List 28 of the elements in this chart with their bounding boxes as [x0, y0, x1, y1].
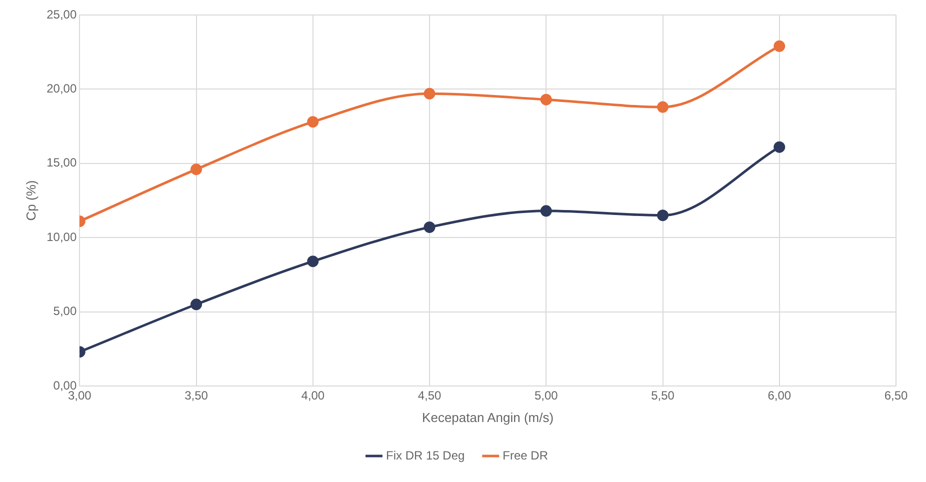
x-axis-title: Kecepatan Angin (m/s): [422, 410, 554, 425]
x-tick-label: 6,00: [768, 388, 792, 403]
point: [540, 94, 552, 106]
y-tick-label: 10,00: [46, 230, 77, 244]
point: [774, 40, 786, 52]
point: [190, 298, 202, 310]
x-tick-label: 4,00: [301, 388, 325, 403]
point: [774, 141, 786, 153]
point: [424, 221, 436, 233]
point: [540, 205, 552, 217]
y-tick-label: 5,00: [53, 304, 77, 318]
point: [657, 101, 668, 113]
x-tick-label: 6,50: [884, 388, 908, 403]
x-tick-label: 5,50: [651, 388, 675, 403]
y-tick-label: 20,00: [46, 82, 77, 96]
point: [190, 164, 202, 176]
legend-label: Free DR: [502, 448, 548, 462]
y-tick-label: 25,00: [46, 7, 77, 22]
x-tick-label: 4,50: [418, 388, 442, 403]
y-tick-label: 15,00: [46, 156, 77, 170]
legend-label: Fix DR 15 Deg: [386, 448, 465, 462]
y-axis-title: Cp (%): [23, 180, 38, 221]
point: [424, 88, 436, 100]
point: [307, 116, 319, 128]
point: [307, 256, 319, 268]
x-tick-label: 3,50: [184, 388, 208, 403]
point: [657, 210, 668, 222]
x-tick-label: 5,00: [534, 388, 558, 403]
